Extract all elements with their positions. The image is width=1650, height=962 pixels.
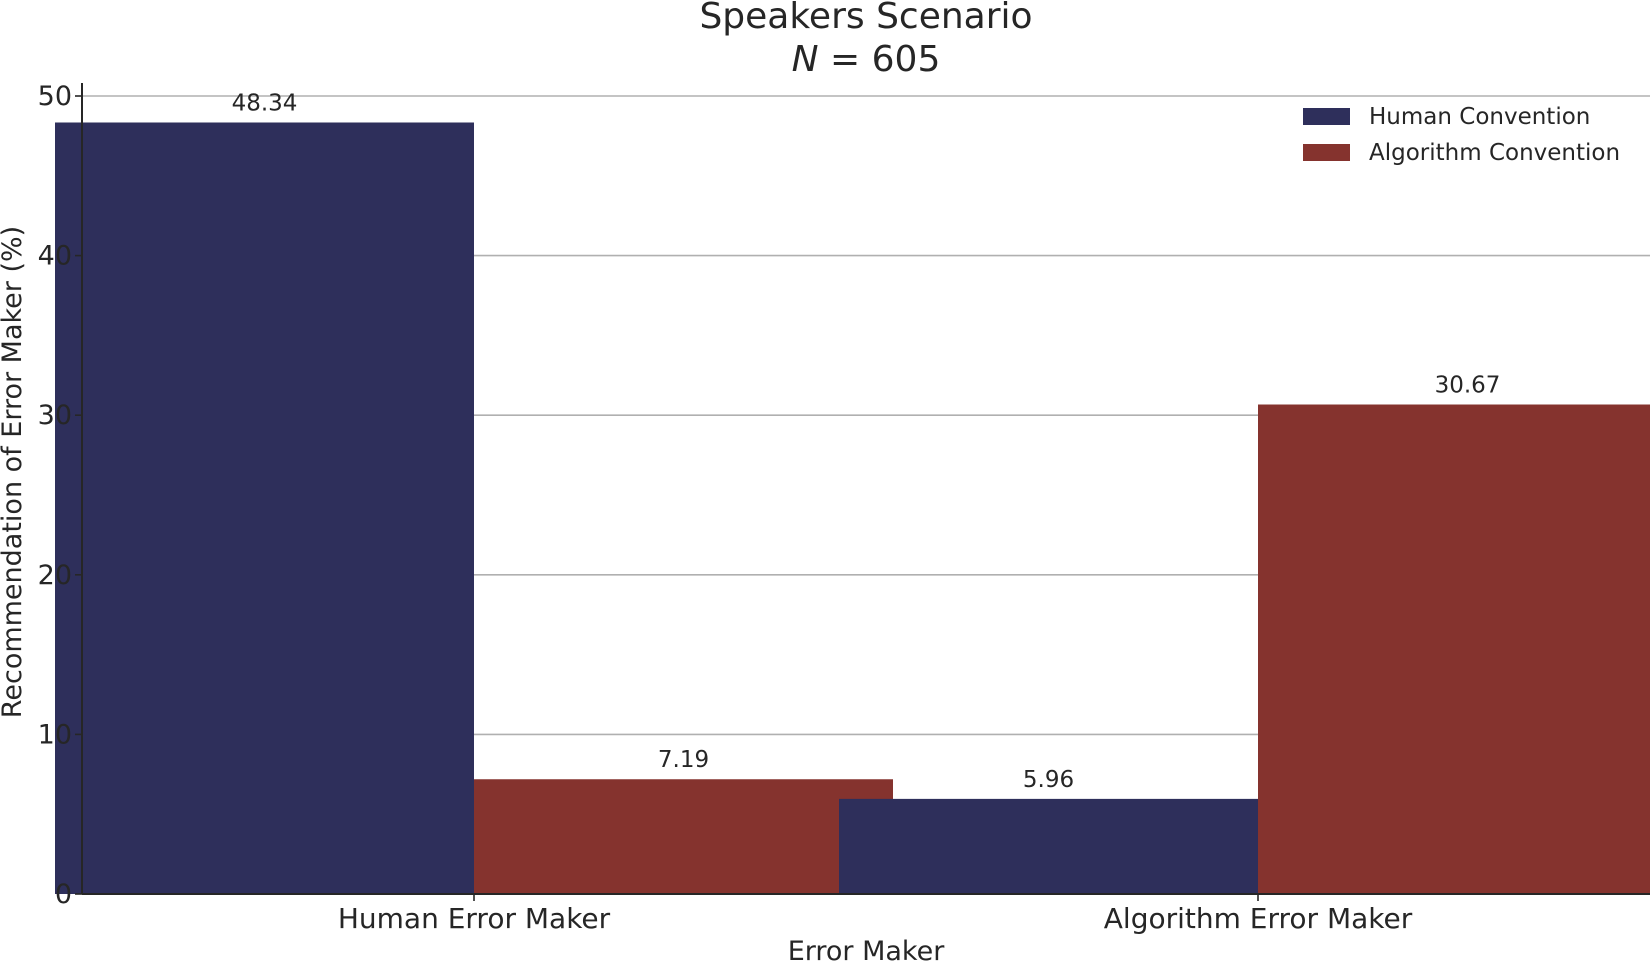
x-tick-label: Algorithm Error Maker	[1104, 902, 1413, 935]
x-axis-ticks: Human Error Maker Algorithm Error Maker	[338, 894, 1413, 935]
bar	[1258, 404, 1650, 894]
chart-subtitle-variable: N	[792, 39, 819, 80]
y-tick-label: 40	[38, 241, 72, 272]
bar	[55, 122, 474, 895]
legend-label: Algorithm Convention	[1369, 140, 1620, 166]
bar	[474, 779, 893, 894]
chart-subtitle: N = 605	[792, 39, 941, 80]
value-labels: 48.34 7.19 5.96 30.67	[232, 90, 1501, 792]
x-axis-title: Error Maker	[788, 936, 946, 962]
y-tick-label: 20	[38, 560, 72, 591]
legend-swatch	[1303, 108, 1350, 125]
y-tick-label: 50	[38, 81, 72, 112]
y-tick-label: 10	[38, 719, 72, 750]
x-tick-label: Human Error Maker	[338, 902, 611, 935]
bar-value-label: 48.34	[232, 90, 298, 116]
legend-label: Human Convention	[1369, 104, 1590, 130]
y-axis-title: Recommendation of Error Maker (%)	[0, 226, 28, 718]
chart-subtitle-value: = 605	[819, 39, 941, 80]
legend: Human Convention Algorithm Convention	[1303, 104, 1620, 166]
bar-value-label: 7.19	[658, 747, 709, 773]
chart-title: Speakers Scenario	[699, 0, 1032, 37]
y-tick-label: 30	[38, 400, 72, 431]
bar-value-label: 30.67	[1435, 373, 1501, 399]
legend-swatch	[1303, 144, 1350, 161]
bar-value-label: 5.96	[1023, 767, 1074, 793]
bar	[839, 798, 1258, 894]
y-axis-ticks: 0 10 20 30 40 50	[38, 81, 82, 910]
bars	[55, 122, 1650, 895]
y-tick-label: 0	[55, 879, 72, 910]
axes	[81, 83, 1650, 895]
